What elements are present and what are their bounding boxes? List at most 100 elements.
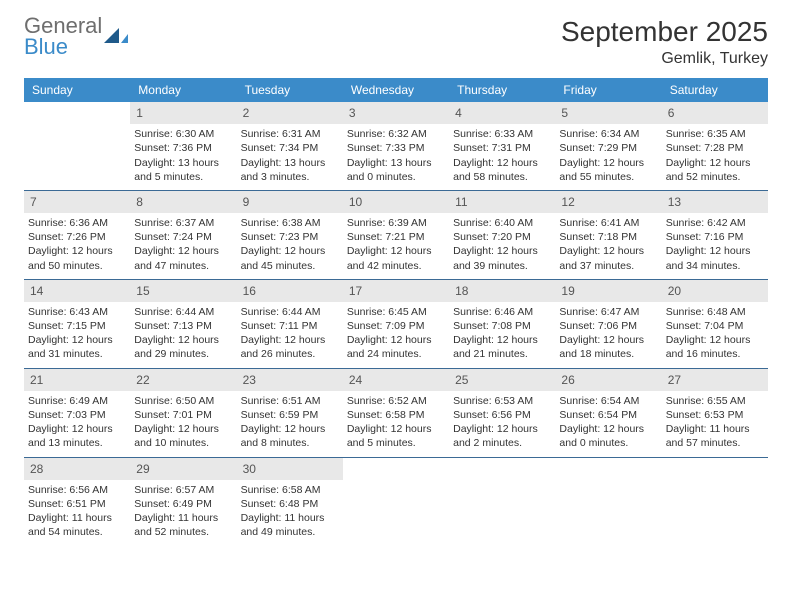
daylight2-text: and 0 minutes. bbox=[347, 170, 445, 184]
day-cell: 24Sunrise: 6:52 AMSunset: 6:58 PMDayligh… bbox=[343, 368, 449, 457]
daylight1-text: Daylight: 12 hours bbox=[453, 422, 551, 436]
logo: General Blue bbox=[24, 16, 130, 58]
day-body: Sunrise: 6:56 AMSunset: 6:51 PMDaylight:… bbox=[28, 483, 126, 540]
daylight1-text: Daylight: 12 hours bbox=[666, 244, 764, 258]
day-number: 21 bbox=[24, 369, 130, 391]
daylight1-text: Daylight: 13 hours bbox=[347, 156, 445, 170]
daylight2-text: and 37 minutes. bbox=[559, 259, 657, 273]
sunrise-text: Sunrise: 6:48 AM bbox=[666, 305, 764, 319]
sunrise-text: Sunrise: 6:51 AM bbox=[241, 394, 339, 408]
day-number: 4 bbox=[449, 102, 555, 124]
day-header: Saturday bbox=[662, 78, 768, 102]
day-body: Sunrise: 6:40 AMSunset: 7:20 PMDaylight:… bbox=[453, 216, 551, 273]
daylight1-text: Daylight: 12 hours bbox=[453, 333, 551, 347]
day-body: Sunrise: 6:47 AMSunset: 7:06 PMDaylight:… bbox=[559, 305, 657, 362]
daylight1-text: Daylight: 12 hours bbox=[453, 156, 551, 170]
day-number: 10 bbox=[343, 191, 449, 213]
sunset-text: Sunset: 7:24 PM bbox=[134, 230, 232, 244]
day-header-row: SundayMondayTuesdayWednesdayThursdayFrid… bbox=[24, 78, 768, 102]
day-cell: 11Sunrise: 6:40 AMSunset: 7:20 PMDayligh… bbox=[449, 190, 555, 279]
sunset-text: Sunset: 6:59 PM bbox=[241, 408, 339, 422]
sunset-text: Sunset: 6:51 PM bbox=[28, 497, 126, 511]
day-body: Sunrise: 6:49 AMSunset: 7:03 PMDaylight:… bbox=[28, 394, 126, 451]
day-number: 18 bbox=[449, 280, 555, 302]
sunrise-text: Sunrise: 6:41 AM bbox=[559, 216, 657, 230]
daylight2-text: and 5 minutes. bbox=[134, 170, 232, 184]
daylight2-text: and 5 minutes. bbox=[347, 436, 445, 450]
day-number: 12 bbox=[555, 191, 661, 213]
day-number: 17 bbox=[343, 280, 449, 302]
sunrise-text: Sunrise: 6:49 AM bbox=[28, 394, 126, 408]
sunrise-text: Sunrise: 6:44 AM bbox=[134, 305, 232, 319]
day-number: 1 bbox=[130, 102, 236, 124]
sunrise-text: Sunrise: 6:32 AM bbox=[347, 127, 445, 141]
day-body: Sunrise: 6:44 AMSunset: 7:11 PMDaylight:… bbox=[241, 305, 339, 362]
sunrise-text: Sunrise: 6:31 AM bbox=[241, 127, 339, 141]
day-number: 6 bbox=[662, 102, 768, 124]
day-body: Sunrise: 6:30 AMSunset: 7:36 PMDaylight:… bbox=[134, 127, 232, 184]
daylight2-text: and 52 minutes. bbox=[666, 170, 764, 184]
sunrise-text: Sunrise: 6:46 AM bbox=[453, 305, 551, 319]
sunset-text: Sunset: 7:23 PM bbox=[241, 230, 339, 244]
daylight1-text: Daylight: 12 hours bbox=[241, 333, 339, 347]
day-body: Sunrise: 6:35 AMSunset: 7:28 PMDaylight:… bbox=[666, 127, 764, 184]
day-cell: . bbox=[662, 457, 768, 545]
day-number: 22 bbox=[130, 369, 236, 391]
daylight1-text: Daylight: 12 hours bbox=[347, 333, 445, 347]
daylight1-text: Daylight: 12 hours bbox=[666, 156, 764, 170]
day-number: 8 bbox=[130, 191, 236, 213]
daylight2-text: and 21 minutes. bbox=[453, 347, 551, 361]
sunrise-text: Sunrise: 6:30 AM bbox=[134, 127, 232, 141]
day-body: Sunrise: 6:43 AMSunset: 7:15 PMDaylight:… bbox=[28, 305, 126, 362]
daylight1-text: Daylight: 12 hours bbox=[453, 244, 551, 258]
daylight2-text: and 31 minutes. bbox=[28, 347, 126, 361]
day-body: Sunrise: 6:37 AMSunset: 7:24 PMDaylight:… bbox=[134, 216, 232, 273]
day-body: Sunrise: 6:50 AMSunset: 7:01 PMDaylight:… bbox=[134, 394, 232, 451]
daylight1-text: Daylight: 12 hours bbox=[559, 244, 657, 258]
daylight1-text: Daylight: 12 hours bbox=[134, 333, 232, 347]
sunset-text: Sunset: 7:34 PM bbox=[241, 141, 339, 155]
sunrise-text: Sunrise: 6:34 AM bbox=[559, 127, 657, 141]
daylight1-text: Daylight: 12 hours bbox=[241, 244, 339, 258]
sunrise-text: Sunrise: 6:42 AM bbox=[666, 216, 764, 230]
sunrise-text: Sunrise: 6:58 AM bbox=[241, 483, 339, 497]
day-cell: . bbox=[24, 102, 130, 190]
day-number: 27 bbox=[662, 369, 768, 391]
day-cell: 27Sunrise: 6:55 AMSunset: 6:53 PMDayligh… bbox=[662, 368, 768, 457]
day-body: Sunrise: 6:52 AMSunset: 6:58 PMDaylight:… bbox=[347, 394, 445, 451]
day-body: Sunrise: 6:53 AMSunset: 6:56 PMDaylight:… bbox=[453, 394, 551, 451]
sunset-text: Sunset: 6:48 PM bbox=[241, 497, 339, 511]
daylight2-text: and 0 minutes. bbox=[559, 436, 657, 450]
sunrise-text: Sunrise: 6:55 AM bbox=[666, 394, 764, 408]
day-body: Sunrise: 6:32 AMSunset: 7:33 PMDaylight:… bbox=[347, 127, 445, 184]
day-body: Sunrise: 6:51 AMSunset: 6:59 PMDaylight:… bbox=[241, 394, 339, 451]
title-block: September 2025 Gemlik, Turkey bbox=[561, 16, 768, 68]
daylight1-text: Daylight: 12 hours bbox=[666, 333, 764, 347]
daylight2-text: and 58 minutes. bbox=[453, 170, 551, 184]
sunrise-text: Sunrise: 6:43 AM bbox=[28, 305, 126, 319]
sunset-text: Sunset: 7:36 PM bbox=[134, 141, 232, 155]
header: General Blue September 2025 Gemlik, Turk… bbox=[24, 16, 768, 68]
sunset-text: Sunset: 6:56 PM bbox=[453, 408, 551, 422]
sunrise-text: Sunrise: 6:56 AM bbox=[28, 483, 126, 497]
day-header: Thursday bbox=[449, 78, 555, 102]
daylight2-text: and 47 minutes. bbox=[134, 259, 232, 273]
day-cell: 17Sunrise: 6:45 AMSunset: 7:09 PMDayligh… bbox=[343, 279, 449, 368]
daylight1-text: Daylight: 12 hours bbox=[134, 244, 232, 258]
day-body: Sunrise: 6:46 AMSunset: 7:08 PMDaylight:… bbox=[453, 305, 551, 362]
week-row: . 1Sunrise: 6:30 AMSunset: 7:36 PMDaylig… bbox=[24, 102, 768, 190]
day-cell: 16Sunrise: 6:44 AMSunset: 7:11 PMDayligh… bbox=[237, 279, 343, 368]
day-cell: 12Sunrise: 6:41 AMSunset: 7:18 PMDayligh… bbox=[555, 190, 661, 279]
daylight2-text: and 49 minutes. bbox=[241, 525, 339, 539]
sunset-text: Sunset: 7:04 PM bbox=[666, 319, 764, 333]
day-cell: . bbox=[555, 457, 661, 545]
logo-line2: Blue bbox=[24, 34, 68, 59]
logo-text: General Blue bbox=[24, 16, 102, 58]
sunset-text: Sunset: 6:54 PM bbox=[559, 408, 657, 422]
day-number: 25 bbox=[449, 369, 555, 391]
sunset-text: Sunset: 7:03 PM bbox=[28, 408, 126, 422]
daylight1-text: Daylight: 11 hours bbox=[666, 422, 764, 436]
daylight2-text: and 55 minutes. bbox=[559, 170, 657, 184]
daylight1-text: Daylight: 13 hours bbox=[134, 156, 232, 170]
sail-icon bbox=[104, 28, 130, 46]
